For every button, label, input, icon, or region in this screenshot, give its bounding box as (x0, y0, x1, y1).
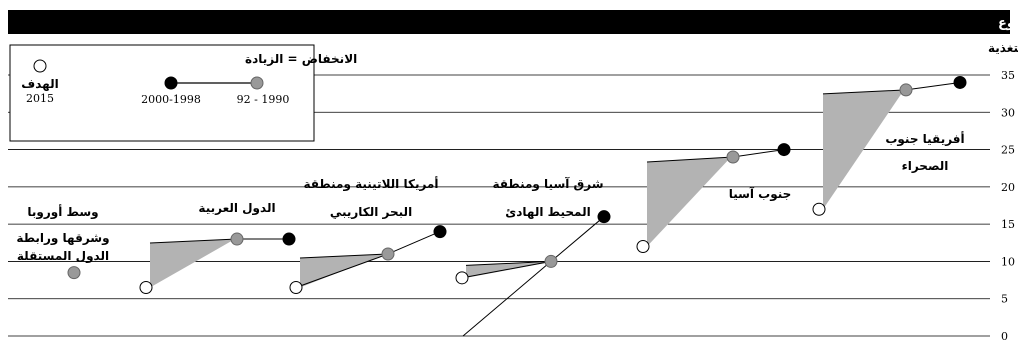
legend-reduction-label: الانخفاض = الزيادة (245, 52, 357, 66)
regions: وسط أوروبا وشرقها ورابطة الدول المستقلة الد… (16, 75, 967, 337)
period-line (387, 231, 441, 255)
region-label: الدول العربية (198, 201, 275, 216)
y-tick-label: 10 (1001, 255, 1015, 268)
trend-line (461, 260, 552, 279)
region-label: وشرقها ورابطة (16, 231, 109, 246)
region-group: شرق آسيا ومنطقة المحيط الهادئ (455, 176, 611, 337)
region-label: الدول المستقلة (17, 249, 109, 264)
y-tick-label: 25 (1001, 144, 1015, 157)
region-label: وسط أوروبا (27, 204, 98, 220)
region-group: الدول العربية (139, 201, 296, 295)
legend-period1-label: 92 - 1990 (237, 93, 290, 106)
period1-marker (726, 150, 740, 164)
target-marker (455, 271, 469, 285)
legend-period2-label: 2000-1998 (141, 93, 201, 106)
period2-marker (282, 232, 296, 246)
period1-marker (899, 83, 913, 97)
legend-target-year: 2015 (26, 92, 54, 105)
reduction-wedge (647, 157, 731, 247)
chart-subtitle: النسبة المئوية للسكان الذين يعانون سوء ا… (988, 41, 1018, 56)
period2-marker (597, 210, 611, 224)
period2-marker (953, 75, 967, 89)
region-group: وسط أوروبا وشرقها ورابطة الدول المستقلة (16, 204, 110, 280)
region-group: أمريكا اللاتينية ومنطقة البحر الكاريبي (289, 176, 447, 295)
region-label: الصحراء (902, 159, 949, 173)
target-marker (139, 281, 153, 295)
trend-line (462, 261, 552, 337)
target-marker (812, 202, 826, 216)
region-label: شرق آسيا ومنطقة (492, 176, 603, 192)
legend-period1-marker (250, 76, 264, 90)
wedge-edge-line (646, 156, 734, 163)
region-group: أفريقيا جنوب الصحراء (812, 75, 967, 216)
region-group: جنوب آسيا (636, 143, 792, 254)
region-label: أمريكا اللاتينية ومنطقة (304, 176, 439, 192)
y-axis-ticks: 0 5 10 15 20 25 30 35 (1001, 69, 1015, 343)
wedge-edge-line (299, 253, 389, 259)
region-label: البحر الكاريبي (330, 205, 412, 219)
period-line (905, 81, 961, 91)
period2-marker (777, 143, 791, 157)
legend-box (9, 44, 315, 142)
wedge-edge-line (822, 89, 907, 95)
period1-marker (230, 232, 244, 246)
reduction-wedge (823, 89, 904, 210)
trend-line (295, 253, 389, 288)
y-tick-label: 20 (1001, 181, 1015, 194)
wedge-edge-line (149, 238, 238, 244)
period-line (732, 149, 785, 158)
target-marker (289, 281, 303, 295)
y-tick-label: 35 (1001, 69, 1015, 82)
chart-title: الجــوع (998, 16, 1018, 31)
period-line (550, 216, 605, 262)
legend-target-marker (33, 59, 47, 73)
y-tick-label: 5 (1001, 293, 1008, 306)
region-label: أفريقيا جنوب (885, 131, 964, 147)
legend: الانخفاض = الزيادة 2000-1998 92 - 1990 ا… (9, 44, 357, 142)
wedge-edge-line (465, 260, 552, 266)
reduction-wedge (466, 262, 549, 278)
reduction-wedge (150, 239, 235, 288)
period1-marker (544, 254, 558, 268)
y-tick-label: 30 (1001, 106, 1015, 119)
y-tick-label: 15 (1001, 218, 1015, 231)
legend-period2-marker (164, 76, 178, 90)
period2-marker (433, 225, 447, 239)
legend-target-label: الهدف (21, 77, 58, 91)
period2-marker (67, 266, 81, 280)
period1-marker (381, 247, 395, 261)
target-marker (636, 240, 650, 254)
y-tick-label: 0 (1001, 330, 1008, 343)
header-bar (8, 10, 1010, 34)
region-label: جنوب آسيا (729, 186, 792, 202)
region-label: المحيط الهادئ (505, 205, 590, 219)
